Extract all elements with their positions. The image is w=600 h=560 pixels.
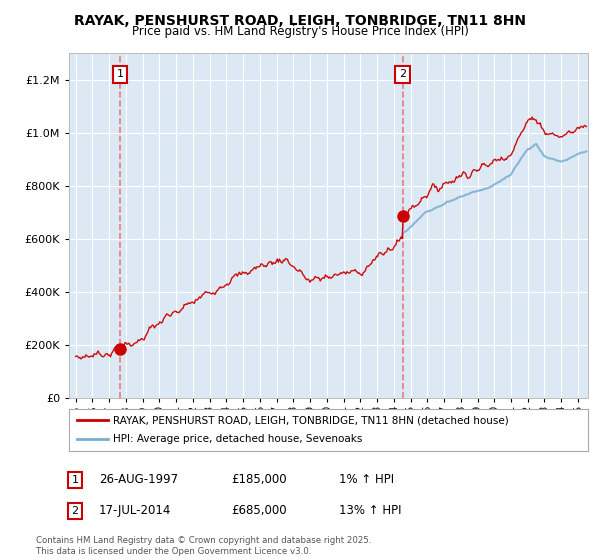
Text: Contains HM Land Registry data © Crown copyright and database right 2025.
This d: Contains HM Land Registry data © Crown c… bbox=[36, 536, 371, 556]
Text: HPI: Average price, detached house, Sevenoaks: HPI: Average price, detached house, Seve… bbox=[113, 435, 362, 445]
Text: 13% ↑ HPI: 13% ↑ HPI bbox=[339, 504, 401, 517]
Text: 1% ↑ HPI: 1% ↑ HPI bbox=[339, 473, 394, 487]
Text: 17-JUL-2014: 17-JUL-2014 bbox=[99, 504, 172, 517]
Text: 2: 2 bbox=[71, 506, 79, 516]
Text: RAYAK, PENSHURST ROAD, LEIGH, TONBRIDGE, TN11 8HN (detached house): RAYAK, PENSHURST ROAD, LEIGH, TONBRIDGE,… bbox=[113, 415, 509, 425]
Text: 2: 2 bbox=[399, 69, 406, 80]
Text: Price paid vs. HM Land Registry's House Price Index (HPI): Price paid vs. HM Land Registry's House … bbox=[131, 25, 469, 38]
Text: 1: 1 bbox=[71, 475, 79, 485]
Text: £185,000: £185,000 bbox=[231, 473, 287, 487]
Text: 1: 1 bbox=[116, 69, 124, 80]
Text: 26-AUG-1997: 26-AUG-1997 bbox=[99, 473, 178, 487]
Text: RAYAK, PENSHURST ROAD, LEIGH, TONBRIDGE, TN11 8HN: RAYAK, PENSHURST ROAD, LEIGH, TONBRIDGE,… bbox=[74, 14, 526, 28]
Text: £685,000: £685,000 bbox=[231, 504, 287, 517]
